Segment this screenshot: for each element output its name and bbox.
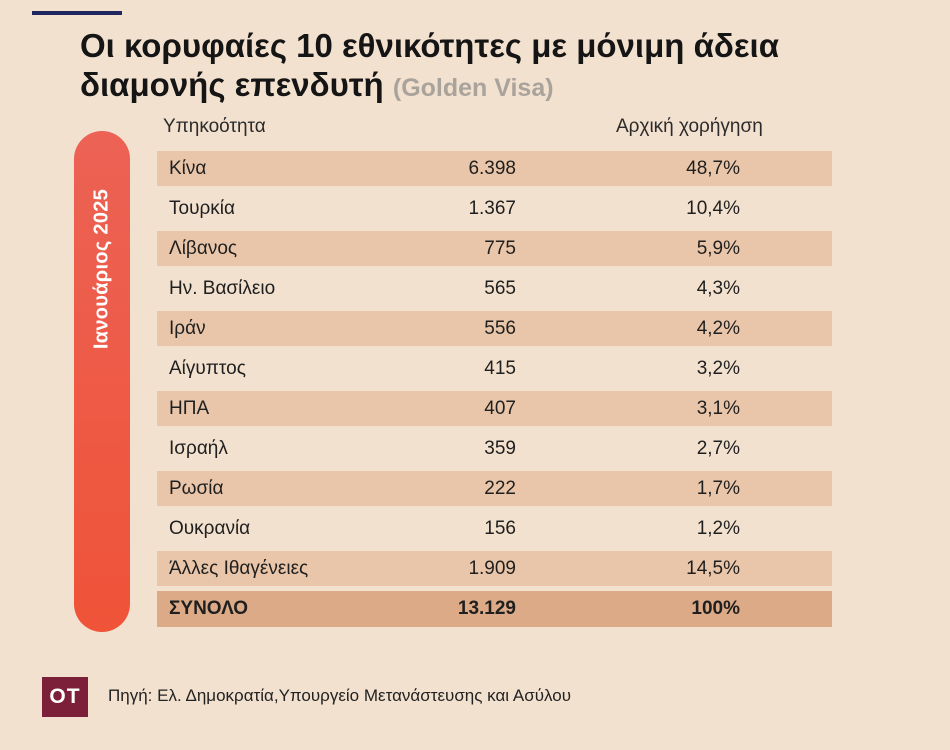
table-row: Λίβανος 775 5,9% <box>157 231 832 266</box>
table-row: Τουρκία 1.367 10,4% <box>157 191 832 226</box>
total-label: ΣΥΝΟΛΟ <box>169 598 249 619</box>
title-text: Οι κορυφαίες 10 εθνικότητες με μόνιμη άδ… <box>80 27 780 103</box>
row-value: 156 <box>484 518 516 539</box>
table-row: Κίνα 6.398 48,7% <box>157 151 832 186</box>
row-country: Άλλες Ιθαγένειες <box>169 558 309 579</box>
header-share: Αρχική χορήγηση <box>616 116 763 137</box>
top-accent-rule <box>32 11 122 15</box>
row-share: 10,4% <box>686 198 740 219</box>
table-row: Ουκρανία 156 1,2% <box>157 511 832 546</box>
chart-title: Οι κορυφαίες 10 εθνικότητες με μόνιμη άδ… <box>80 26 880 108</box>
row-country: Ισραήλ <box>169 438 228 459</box>
row-value: 1.909 <box>468 558 516 579</box>
row-share: 14,5% <box>686 558 740 579</box>
table-row: Άλλες Ιθαγένειες 1.909 14,5% <box>157 551 832 586</box>
table-row: Αίγυπτος 415 3,2% <box>157 351 832 386</box>
table-row: ΗΠΑ 407 3,1% <box>157 391 832 426</box>
row-share: 3,2% <box>696 358 740 379</box>
row-share: 2,7% <box>696 438 740 459</box>
ot-logo: OT <box>42 677 88 717</box>
row-country: Ιράν <box>169 318 206 339</box>
row-value: 565 <box>484 278 516 299</box>
row-share: 3,1% <box>696 398 740 419</box>
row-value: 222 <box>484 478 516 499</box>
row-country: Αίγυπτος <box>169 358 246 379</box>
row-value: 407 <box>484 398 516 419</box>
row-country: Ρωσία <box>169 478 224 499</box>
row-country: Τουρκία <box>169 198 235 219</box>
table-row: Ην. Βασίλειο 565 4,3% <box>157 271 832 306</box>
source-note: Πηγή: Ελ. Δημοκρατία,Υπουργείο Μετανάστε… <box>108 686 571 705</box>
row-country: Ην. Βασίλειο <box>169 278 276 299</box>
row-value: 415 <box>484 358 516 379</box>
row-share: 4,3% <box>696 278 740 299</box>
row-share: 1,2% <box>696 518 740 539</box>
row-share: 1,7% <box>696 478 740 499</box>
data-table: Κίνα 6.398 48,7% Τουρκία 1.367 10,4% Λίβανος 77… <box>157 151 832 627</box>
row-country: Κίνα <box>169 158 207 179</box>
period-pill <box>74 131 130 632</box>
row-value: 775 <box>484 238 516 259</box>
total-value: 13.129 <box>457 598 516 619</box>
table-row: Ιράν 556 4,2% <box>157 311 832 346</box>
row-share: 4,2% <box>696 318 740 339</box>
title-subtitle: (Golden Visa) <box>392 74 554 102</box>
row-value: 1.367 <box>468 198 516 219</box>
total-row: ΣΥΝΟΛΟ 13.129 100% <box>157 591 832 627</box>
row-share: 5,9% <box>696 238 740 259</box>
table-row: Ισραήλ 359 2,7% <box>157 431 832 466</box>
period-label: Ιανουάριος 2025 <box>90 188 113 350</box>
row-country: Λίβανος <box>169 238 238 259</box>
header-country: Υπηκοότητα <box>163 116 266 137</box>
row-value: 556 <box>484 318 516 339</box>
row-value: 359 <box>484 438 516 459</box>
total-share: 100% <box>691 598 740 619</box>
row-value: 6.398 <box>468 158 516 179</box>
row-country: Ουκρανία <box>169 518 251 539</box>
table-row: Ρωσία 222 1,7% <box>157 471 832 506</box>
table-header: Υπηκοότητα Αρχική χορήγηση <box>0 116 950 142</box>
row-share: 48,7% <box>686 158 740 179</box>
row-country: ΗΠΑ <box>169 398 210 419</box>
